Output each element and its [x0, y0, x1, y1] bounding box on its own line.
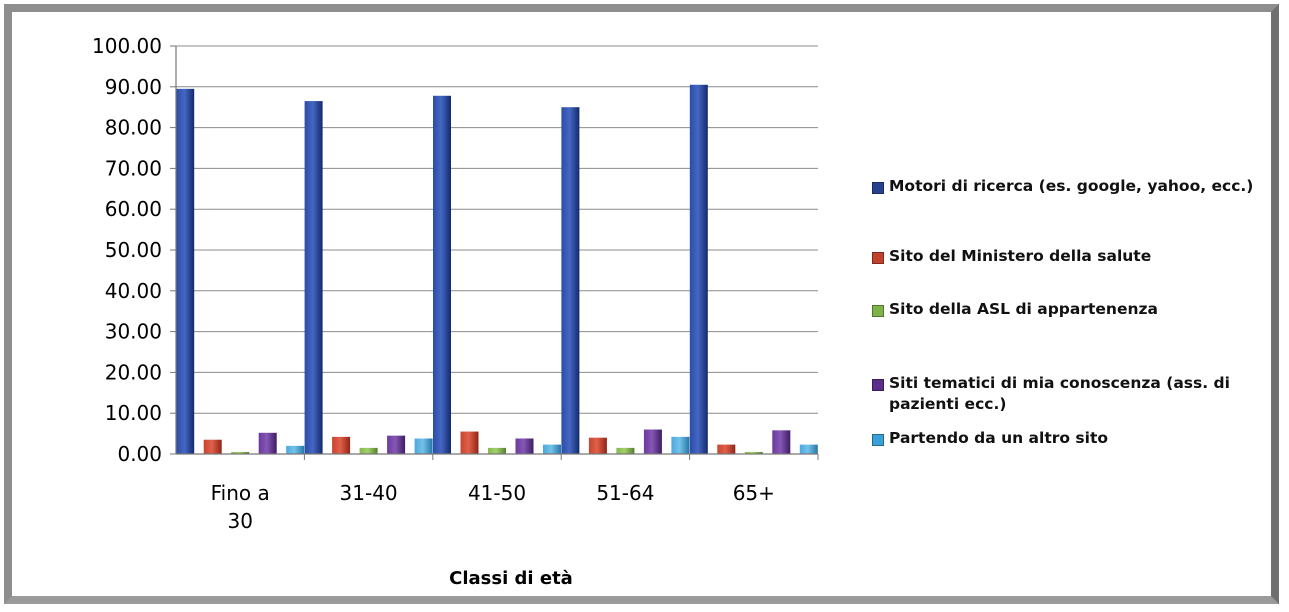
- bar-0-0: [176, 88, 195, 454]
- x-category-label: 31-40: [340, 481, 398, 505]
- bar-0-3: [258, 432, 277, 454]
- bar-1-0: [304, 101, 323, 454]
- gridlines: [170, 45, 818, 455]
- bar-1-4: [414, 438, 433, 454]
- y-tick-label: 70.00: [105, 156, 162, 180]
- bar-4-1: [717, 444, 736, 454]
- legend-swatch: [872, 379, 884, 391]
- bar-2-4: [543, 444, 561, 454]
- legend-label: Partendo da un altro sito: [889, 429, 1109, 447]
- x-category-label: 51-64: [596, 481, 654, 505]
- bar-3-3: [643, 429, 662, 454]
- legend-label: Sito della ASL di appartenenza: [889, 300, 1158, 318]
- x-category-label: Fino a 30: [211, 481, 270, 533]
- bar-1-3: [387, 435, 406, 454]
- legend-swatch: [872, 252, 884, 264]
- x-category-label: 41-50: [468, 481, 526, 505]
- legend-swatch: [872, 305, 884, 317]
- bar-0-2: [231, 451, 250, 454]
- y-tick-label: 90.00: [105, 75, 162, 99]
- bar-4-0: [689, 84, 708, 454]
- y-tick-label: 40.00: [105, 279, 162, 303]
- legend-item: Sito della ASL di appartenenza: [872, 299, 1289, 320]
- chart-plot: 0.00 10.00 20.00 30.00 40.00 50.00 60.00 70.00 8…: [92, 34, 819, 589]
- y-tick-label: 20.00: [105, 360, 162, 384]
- y-tick-label: 80.00: [105, 116, 162, 140]
- y-axis-tick-labels: 0.00 10.00 20.00 30.00 40.00 50.00 60.00 70.00 8…: [92, 34, 162, 466]
- chart-frame: 0.00 10.00 20.00 30.00 40.00 50.00 60.00 70.00 8…: [4, 4, 1279, 604]
- legend-item: Sito del Ministero della salute: [872, 246, 1289, 267]
- legend-item: Siti tematici di mia conoscenza (ass. di…: [872, 373, 1289, 415]
- bar-1-1: [332, 436, 351, 454]
- bar-3-2: [616, 447, 635, 454]
- bar-0-1: [203, 439, 222, 454]
- y-tick-label: 60.00: [105, 197, 162, 221]
- legend-item: Motori di ricerca (es. google, yahoo, ec…: [872, 176, 1289, 197]
- x-axis-title: Classi di età: [449, 568, 573, 589]
- bar-4-2: [744, 451, 763, 454]
- axes: [175, 46, 819, 460]
- bar-3-1: [588, 437, 607, 454]
- legend-swatch: [872, 434, 884, 446]
- y-tick-label: 50.00: [105, 238, 162, 262]
- legend-swatch: [872, 182, 884, 194]
- bar-3-0: [561, 107, 580, 454]
- legend-label: Siti tematici di mia conoscenza (ass. di…: [889, 374, 1230, 413]
- legend-label: Motori di ricerca (es. google, yahoo, ec…: [889, 177, 1254, 195]
- x-category-label: 65+: [733, 481, 775, 505]
- y-tick-label: 0.00: [117, 442, 162, 466]
- bar-2-0: [433, 95, 451, 454]
- bar-2-1: [460, 431, 479, 454]
- y-tick-label: 10.00: [105, 401, 162, 425]
- bar-4-3: [772, 430, 791, 454]
- legend-item: Partendo da un altro sito: [872, 428, 1289, 449]
- bar-2-3: [515, 438, 534, 454]
- bar-3-4: [671, 436, 690, 454]
- bars: [176, 84, 818, 454]
- bar-0-4: [286, 445, 305, 454]
- x-axis-category-labels: Fino a 30 31-40 41-50 51-64 65+: [211, 481, 775, 533]
- bar-2-2: [488, 447, 506, 454]
- y-tick-label: 30.00: [105, 320, 162, 344]
- y-tick-label: 100.00: [92, 34, 162, 58]
- bar-1-2: [359, 447, 378, 454]
- legend-label: Sito del Ministero della salute: [889, 247, 1152, 265]
- bar-4-4: [799, 444, 818, 454]
